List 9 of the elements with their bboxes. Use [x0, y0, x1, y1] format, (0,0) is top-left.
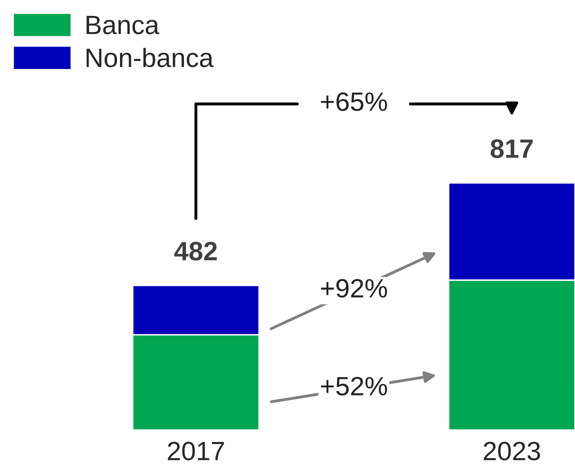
x-tick-label: 2017 — [168, 442, 224, 460]
text: +65% — [321, 92, 388, 112]
annotation: 482 — [174, 242, 217, 260]
x-tick-label: 2023 — [484, 442, 540, 460]
annotation: +92% — [321, 278, 388, 298]
annotation: 817 — [490, 139, 533, 158]
legend-label: Banca — [86, 16, 160, 34]
annotation: +52% — [321, 376, 388, 396]
legend-label: Non-banca — [86, 48, 214, 68]
